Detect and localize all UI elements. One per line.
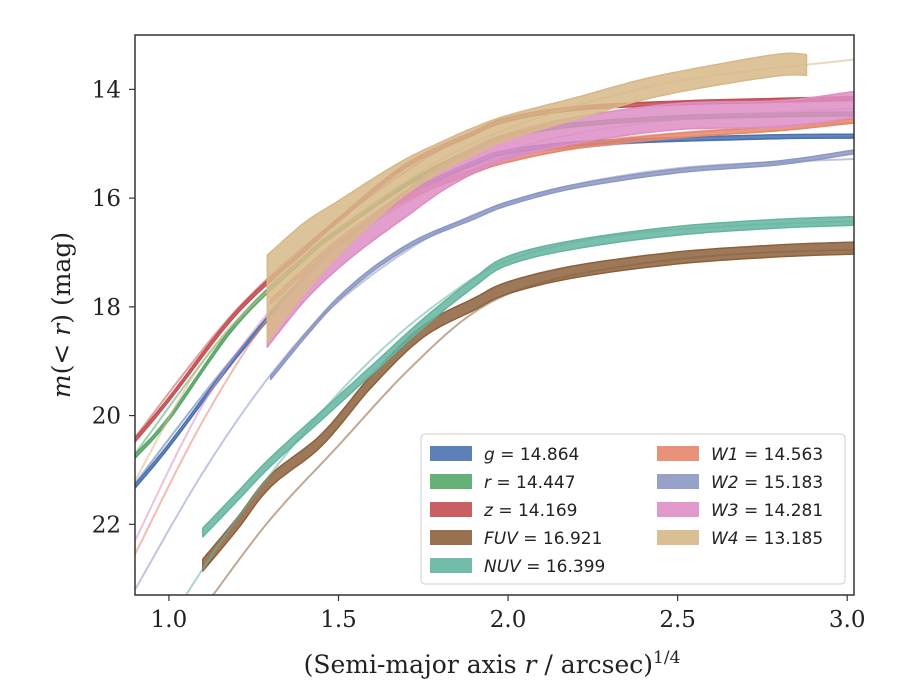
series-nuv xyxy=(184,215,854,595)
legend-label: FUV = 16.921 xyxy=(484,529,602,549)
legend-item-g: g = 14.864 xyxy=(430,445,579,465)
legend-swatch xyxy=(430,446,472,461)
legend-item-w2: W2 = 15.183 xyxy=(657,473,823,493)
legend-label: NUV = 16.399 xyxy=(484,557,605,577)
profile-band-w4 xyxy=(266,52,808,343)
profile-band-fuv xyxy=(202,241,854,572)
axis-ticks: 1.0 1.5 2.0 2.5 3.0 14 16 18 20 22 xyxy=(92,77,866,633)
legend-swatch xyxy=(430,530,472,545)
legend-item-w3: W3 = 14.281 xyxy=(657,501,823,521)
y-tick-label: 16 xyxy=(92,186,121,212)
series-fuv xyxy=(202,241,854,595)
legend-swatch xyxy=(657,502,699,517)
y-tick-label: 14 xyxy=(92,77,121,103)
model-curve-w2 xyxy=(135,158,854,591)
legend-swatch xyxy=(430,474,472,489)
x-tick-label: 2.5 xyxy=(659,607,696,633)
legend-label: W1 = 14.563 xyxy=(711,445,823,465)
profile-band-w2 xyxy=(269,149,854,381)
legend-label: r = 14.447 xyxy=(484,473,576,493)
y-axis-label: m(< r) (mag) xyxy=(47,232,76,398)
legend-swatch xyxy=(430,502,472,517)
legend-swatch xyxy=(657,530,699,545)
legend: g = 14.864 r = 14.447 z = 14.169 FUV = 16.9… xyxy=(420,433,846,585)
legend-item-w1: W1 = 14.563 xyxy=(657,445,823,465)
y-tick-label: 18 xyxy=(92,295,121,321)
legend-swatch xyxy=(657,474,699,489)
legend-label: g = 14.864 xyxy=(484,445,579,465)
legend-label: z = 14.169 xyxy=(483,501,577,521)
series-w4 xyxy=(135,52,854,482)
legend-label: W4 = 13.185 xyxy=(711,529,823,549)
x-tick-label: 1.0 xyxy=(151,607,188,633)
series-w2 xyxy=(135,149,854,591)
x-tick-label: 3.0 xyxy=(829,607,866,633)
legend-swatch xyxy=(657,446,699,461)
legend-item-r: r = 14.447 xyxy=(430,473,576,493)
legend-item-fuv: FUV = 16.921 xyxy=(430,529,602,549)
x-tick-label: 1.5 xyxy=(320,607,357,633)
legend-label: W3 = 14.281 xyxy=(711,501,823,521)
x-tick-label: 2.0 xyxy=(490,607,527,633)
legend-item-nuv: NUV = 16.399 xyxy=(430,557,605,577)
legend-item-w4: W4 = 13.185 xyxy=(657,529,823,549)
plot-frame xyxy=(134,34,855,596)
legend-box xyxy=(420,433,846,585)
y-tick-label: 20 xyxy=(92,404,121,430)
plot-area xyxy=(135,52,854,595)
legend-item-z: z = 14.169 xyxy=(430,501,577,521)
x-axis-label: (Semi-major axis r / arcsec)1/4 xyxy=(304,648,681,679)
y-tick-label: 22 xyxy=(92,512,121,538)
profile-band-nuv xyxy=(202,215,854,538)
legend-label: W2 = 15.183 xyxy=(711,473,823,493)
legend-swatch xyxy=(430,558,472,573)
